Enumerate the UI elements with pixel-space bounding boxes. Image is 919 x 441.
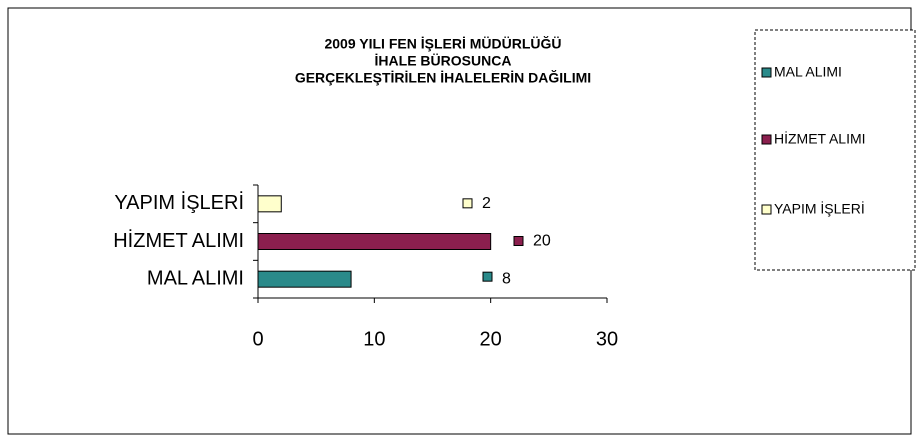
- data-label-key: [462, 198, 473, 209]
- bar: [257, 270, 352, 288]
- bar: [257, 233, 492, 250]
- legend-key: [761, 204, 772, 215]
- x-tick-label: 0: [252, 328, 263, 350]
- data-label: 8: [502, 270, 511, 287]
- data-label-key: [482, 271, 493, 282]
- y-tick-label: MAL ALIMI: [147, 267, 244, 289]
- legend-label: MAL ALIMI: [774, 64, 842, 80]
- legend-key: [761, 67, 772, 78]
- legend-box: [754, 29, 916, 271]
- data-label-key: [513, 236, 524, 246]
- legend-key: [761, 134, 772, 145]
- chart-title: 2009 YILI FEN İŞLERİ MÜDÜRLÜĞÜ: [324, 35, 561, 52]
- legend-label: HİZMET ALIMI: [774, 130, 866, 147]
- chart-title: İHALE BÜROSUNCA: [375, 53, 512, 69]
- y-tick-label: YAPIM İŞLERİ: [114, 191, 244, 214]
- legend-label: YAPIM İŞLERİ: [774, 200, 865, 217]
- data-label: 2: [482, 195, 491, 212]
- x-tick-label: 20: [480, 328, 502, 350]
- x-tick-label: 10: [363, 328, 385, 350]
- chart-title: GERÇEKLEŞTİRİLEN İHALELERİN DAĞILIMI: [295, 69, 591, 86]
- y-tick-label: HİZMET ALIMI: [113, 229, 244, 252]
- bar: [257, 195, 282, 213]
- x-tick-label: 30: [596, 328, 618, 350]
- data-label: 20: [533, 233, 551, 250]
